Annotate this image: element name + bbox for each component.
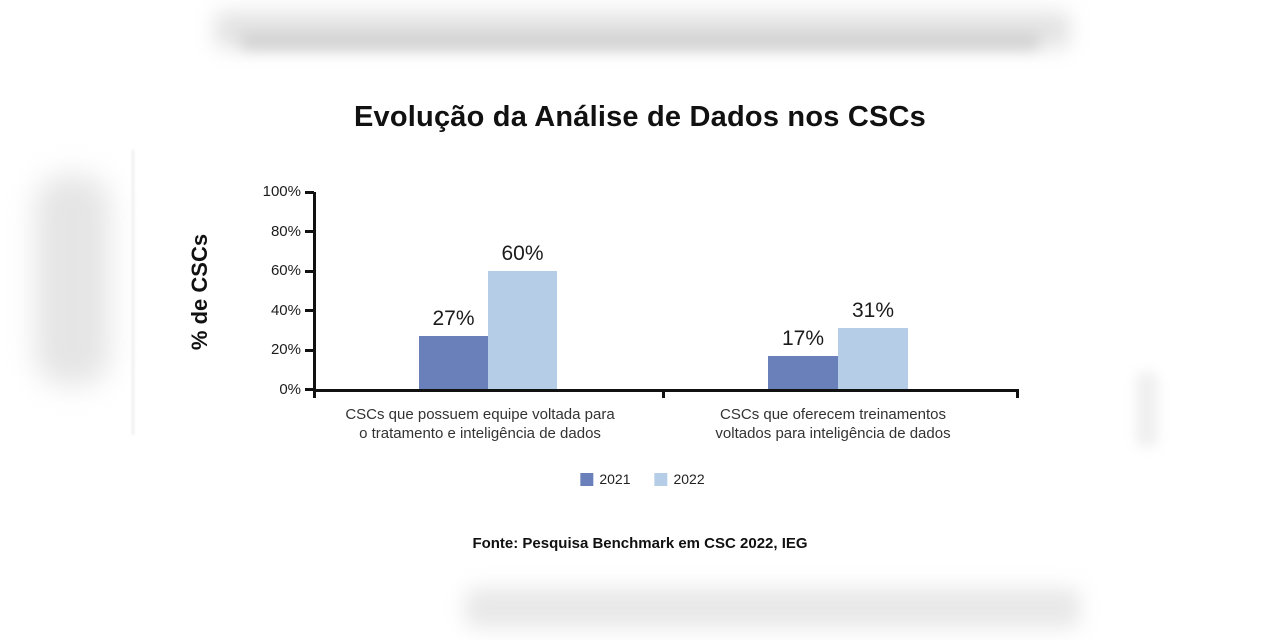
category-label-group2: CSCs que oferecem treinamentos voltados … [643, 405, 1023, 443]
y-tick-label-100: 100% [262, 183, 301, 200]
y-tick-60 [305, 269, 314, 273]
category-label-line: o tratamento e inteligência de dados [359, 425, 601, 442]
bar-slot-group2-2021: 17% [768, 326, 838, 389]
legend-item-2022: 2022 [654, 471, 705, 487]
y-tick-label-60: 60% [270, 262, 301, 279]
x-tick-middle [662, 391, 665, 398]
bar-value-label: 27% [432, 306, 475, 330]
y-tick-40 [305, 309, 314, 312]
bar-2022-group2 [838, 327, 908, 389]
blurred-artifact-top-dense [240, 34, 1040, 50]
source-citation: Fonte: Pesquisa Benchmark em CSC 2022, I… [472, 535, 808, 552]
bar-2022-group1 [488, 270, 557, 389]
legend-label: 2021 [599, 471, 631, 487]
y-tick-label-20: 20% [270, 341, 301, 358]
bar-value-label: 31% [851, 298, 895, 322]
y-axis-line [313, 192, 316, 391]
y-tick-100 [305, 190, 314, 194]
blurred-artifact-bottom [465, 588, 1080, 628]
y-axis-title: % de CSCs [187, 233, 212, 351]
y-tick-label-40: 40% [270, 301, 301, 319]
bar-value-label: 17% [781, 326, 825, 350]
x-tick-end [1016, 391, 1019, 398]
blurred-edge-line [132, 150, 134, 435]
y-tick-label-80: 80% [270, 222, 301, 240]
legend-item-2021: 2021 [580, 471, 630, 487]
legend-label: 2022 [673, 471, 705, 487]
bar-slot-group2-2022: 31% [838, 299, 908, 389]
x-tick-start [313, 391, 316, 398]
blurred-artifact-left [35, 175, 110, 385]
category-label-line: CSCs que possuem equipe voltada para [345, 406, 615, 423]
y-tick-0 [305, 388, 314, 391]
chart-title: Evolução da Análise de Dados nos CSCs [354, 101, 926, 133]
blurred-artifact-top [215, 12, 1070, 48]
y-tick-80 [305, 230, 314, 233]
x-axis-line [313, 389, 1019, 392]
category-label-line: CSCs que oferecem treinamentos [720, 406, 946, 423]
category-label-group1: CSCs que possuem equipe voltada para o t… [290, 405, 670, 443]
chart-legend: 2021 2022 [580, 471, 705, 487]
bar-slot-group1-2022: 60% [488, 242, 557, 389]
bar-slot-group1-2021: 27% [419, 307, 488, 389]
y-tick-label-0: 0% [279, 380, 301, 398]
blurred-artifact-right [1136, 372, 1158, 447]
bar-value-label: 60% [501, 241, 544, 265]
bar-2021-group2 [768, 355, 838, 389]
legend-swatch-2021 [580, 472, 594, 486]
category-label-line: voltados para inteligência de dados [715, 425, 951, 442]
y-tick-20 [305, 348, 314, 352]
bar-2021-group1 [419, 335, 488, 389]
legend-swatch-2022 [654, 472, 668, 486]
